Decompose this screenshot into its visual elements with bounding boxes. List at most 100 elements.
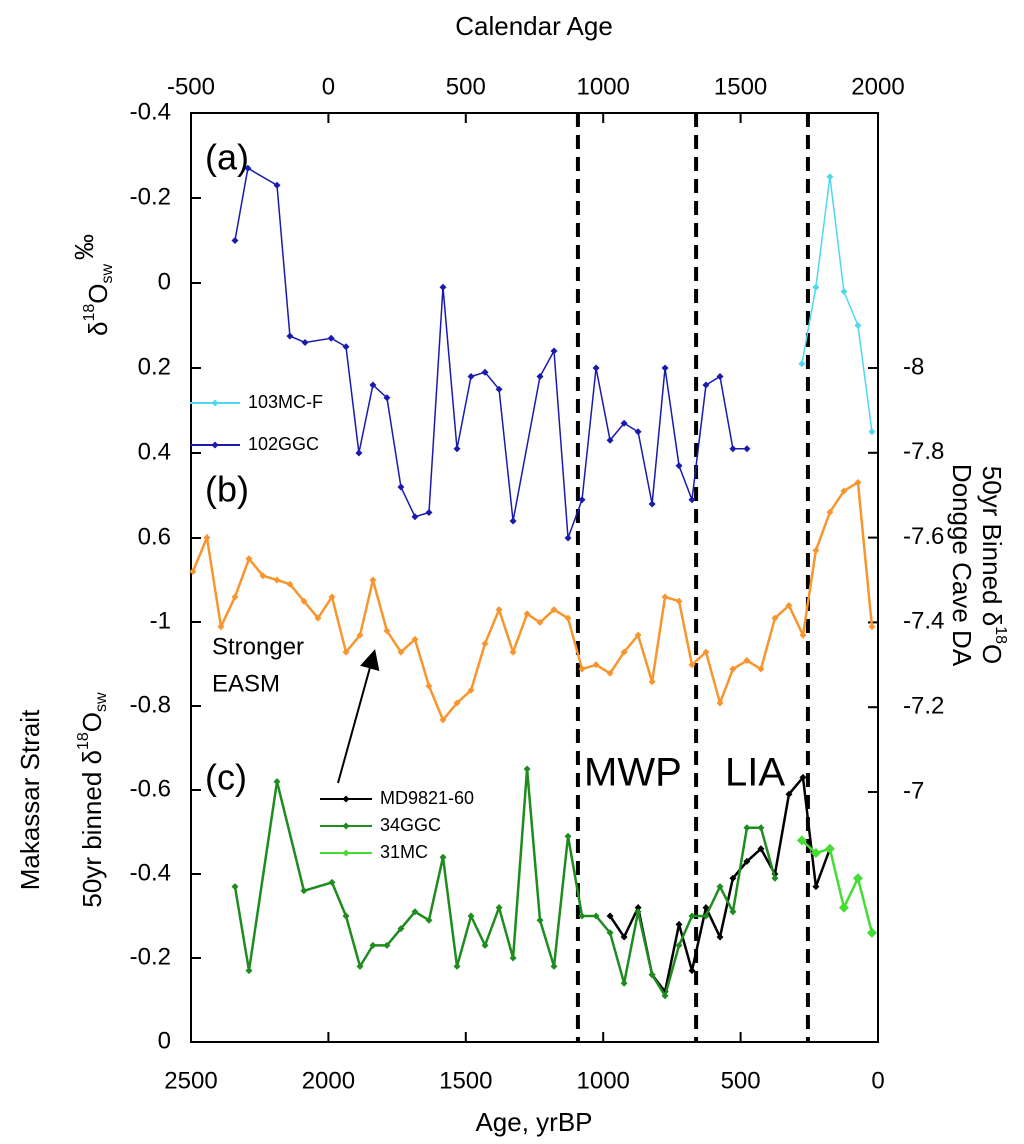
- data-point: [231, 883, 239, 891]
- legend-marker: [342, 822, 350, 830]
- data-point: [578, 665, 586, 673]
- data-point: [757, 665, 765, 673]
- annotation: EASM: [212, 670, 280, 697]
- y3-tick-label: -0.8: [130, 691, 171, 718]
- data-point: [702, 648, 710, 656]
- data-point: [675, 597, 683, 605]
- data-point: [356, 631, 364, 639]
- data-point: [854, 322, 862, 329]
- data-point: [439, 853, 447, 861]
- data-point: [495, 606, 503, 614]
- annotation: LIA: [725, 751, 785, 795]
- data-point: [798, 360, 806, 368]
- data-point: [729, 908, 737, 916]
- y2-axis-title: Dongge Cave DA: [947, 464, 977, 667]
- data-point: [467, 686, 475, 694]
- legend-label: 31MC: [380, 842, 428, 862]
- data-point: [495, 385, 503, 393]
- data-point: [799, 631, 807, 639]
- y-tick-label: -0.4: [130, 98, 171, 125]
- data-point: [342, 648, 350, 656]
- data-point: [606, 929, 614, 937]
- y3-tick-label: -0.4: [130, 859, 171, 886]
- data-point: [369, 576, 377, 584]
- data-point: [824, 843, 835, 854]
- legend-label: 103MC-F: [248, 392, 323, 412]
- data-point: [702, 912, 710, 920]
- data-point: [634, 428, 642, 436]
- x-tick-label: 0: [871, 1067, 884, 1094]
- data-point: [467, 373, 475, 380]
- data-point: [300, 597, 308, 605]
- data-point: [439, 283, 447, 291]
- data-point: [702, 381, 710, 389]
- panel-label: (a): [205, 137, 249, 178]
- data-point: [564, 832, 572, 840]
- data-point: [509, 954, 517, 962]
- data-point: [661, 992, 669, 1000]
- data-point: [523, 610, 531, 618]
- y3-tick-label: -1: [150, 607, 171, 634]
- data-point: [838, 902, 849, 913]
- y3-tick-label: -0.6: [130, 775, 171, 802]
- data-point: [688, 496, 696, 504]
- data-point: [564, 534, 572, 542]
- x-tick-label: 500: [721, 1067, 761, 1094]
- data-point: [606, 912, 614, 920]
- data-point: [481, 941, 489, 949]
- series-line: [234, 167, 747, 539]
- series-line: [801, 176, 873, 432]
- data-point: [729, 445, 737, 453]
- legend-marker: [211, 399, 219, 407]
- legend-label: MD9821-60: [380, 788, 474, 808]
- data-point: [840, 487, 848, 495]
- x-tick-label: 1500: [439, 1067, 492, 1094]
- x2-tick-label: 500: [446, 73, 486, 100]
- data-point: [620, 933, 628, 941]
- data-point: [369, 381, 377, 389]
- data-point: [536, 916, 544, 924]
- data-point: [439, 716, 447, 724]
- data-point: [397, 483, 405, 491]
- data-point: [592, 661, 600, 669]
- data-point: [852, 873, 863, 884]
- data-point: [812, 546, 820, 554]
- plot-frame: [190, 112, 879, 1043]
- data-point: [273, 181, 281, 189]
- data-point: [509, 648, 517, 656]
- data-point: [259, 572, 267, 580]
- data-point: [383, 941, 391, 949]
- data-point: [648, 678, 656, 686]
- data-point: [812, 883, 820, 891]
- data-point: [743, 445, 751, 453]
- data-point: [688, 661, 696, 669]
- y-tick-label: 0.2: [138, 353, 171, 380]
- data-point: [314, 614, 322, 622]
- data-point: [634, 904, 642, 912]
- y3-axis-title: Makassar Strait: [15, 709, 45, 890]
- y-tick-label: -0.2: [130, 183, 171, 210]
- data-point: [785, 601, 793, 609]
- data-point: [523, 765, 531, 773]
- data-point: [688, 912, 696, 920]
- data-point: [328, 593, 336, 601]
- data-point: [812, 283, 820, 291]
- data-point: [840, 288, 848, 295]
- data-point: [675, 941, 683, 949]
- data-point: [245, 555, 253, 563]
- series-line: [191, 480, 874, 723]
- data-point: [369, 941, 377, 949]
- data-point: [785, 790, 793, 798]
- data-point: [716, 883, 724, 891]
- data-point: [411, 635, 419, 643]
- data-point: [826, 508, 834, 516]
- data-point: [866, 927, 877, 938]
- x2-tick-label: 2000: [851, 73, 904, 100]
- x2-tick-label: 1000: [577, 73, 630, 100]
- data-point: [467, 912, 475, 920]
- data-point: [661, 593, 669, 601]
- legend-label: 102GGC: [248, 434, 319, 454]
- data-point: [231, 237, 239, 244]
- data-point: [688, 967, 696, 975]
- data-point: [231, 593, 239, 601]
